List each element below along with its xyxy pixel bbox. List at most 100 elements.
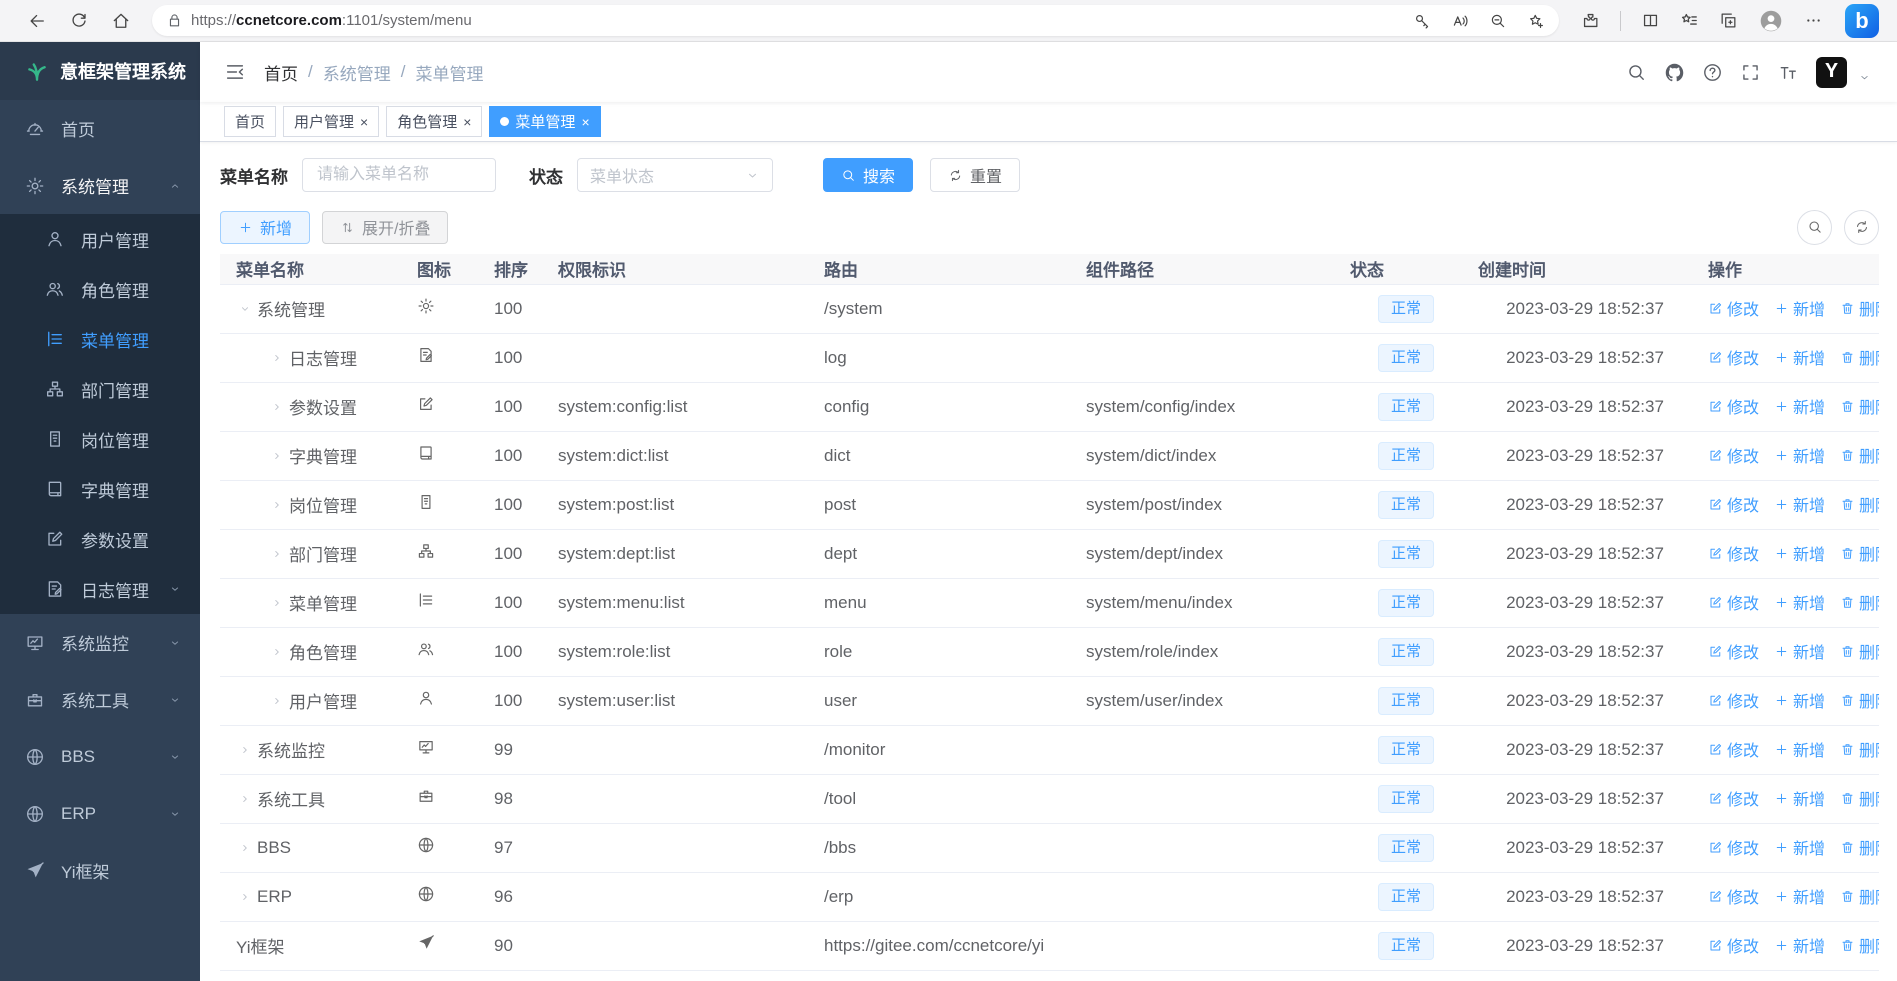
zoom-out-icon[interactable] (1489, 12, 1507, 30)
tree-expand-icon[interactable] (268, 498, 285, 512)
tab-菜单管理[interactable]: 菜单管理 × (489, 106, 601, 137)
url-text[interactable]: https://ccnetcore.com:1101/system/menu (191, 12, 472, 29)
delete-action[interactable]: 删除 (1840, 443, 1879, 467)
collapse-sidebar-icon[interactable] (224, 61, 246, 83)
edit-action[interactable]: 修改 (1708, 737, 1759, 761)
delete-action[interactable]: 删除 (1840, 737, 1879, 761)
tree-expand-icon[interactable] (236, 890, 253, 904)
delete-action[interactable]: 删除 (1840, 345, 1879, 369)
lock-icon[interactable] (166, 12, 183, 29)
tree-expand-icon[interactable] (268, 645, 285, 659)
add-action[interactable]: 新增 (1774, 884, 1825, 908)
help-icon[interactable] (1702, 62, 1723, 83)
edit-action[interactable]: 修改 (1708, 541, 1759, 565)
tree-expand-icon[interactable] (268, 449, 285, 463)
delete-action[interactable]: 删除 (1840, 541, 1879, 565)
delete-action[interactable]: 删除 (1840, 688, 1879, 712)
add-action[interactable]: 新增 (1774, 590, 1825, 614)
add-action[interactable]: 新增 (1774, 443, 1825, 467)
extensions-icon[interactable] (1581, 11, 1600, 30)
edit-action[interactable]: 修改 (1708, 933, 1759, 957)
delete-action[interactable]: 删除 (1840, 394, 1879, 418)
edit-action[interactable]: 修改 (1708, 296, 1759, 320)
refresh-table-icon[interactable] (1844, 209, 1879, 245)
sidebar-item-bbs[interactable]: BBS (0, 728, 200, 785)
add-action[interactable]: 新增 (1774, 688, 1825, 712)
fullscreen-icon[interactable] (1740, 62, 1761, 83)
tree-expand-icon[interactable] (236, 743, 253, 757)
tree-expand-icon[interactable] (236, 841, 253, 855)
add-action[interactable]: 新增 (1774, 835, 1825, 859)
favorites-icon[interactable] (1680, 11, 1699, 30)
add-button[interactable]: 新增 (220, 210, 311, 244)
edit-action[interactable]: 修改 (1708, 590, 1759, 614)
edit-action[interactable]: 修改 (1708, 835, 1759, 859)
edit-action[interactable]: 修改 (1708, 639, 1759, 663)
reload-icon[interactable] (62, 4, 96, 38)
browser-profile-avatar[interactable] (1758, 8, 1784, 34)
edit-action[interactable]: 修改 (1708, 884, 1759, 908)
sidebar-item-monitor[interactable]: 系统监控 (0, 614, 200, 671)
edit-action[interactable]: 修改 (1708, 492, 1759, 516)
close-icon[interactable]: × (360, 113, 369, 130)
read-aloud-icon[interactable] (1451, 12, 1469, 30)
font-size-icon[interactable] (1778, 62, 1799, 83)
sidebar-item-home[interactable]: 首页 (0, 100, 200, 157)
tree-expand-icon[interactable] (268, 694, 285, 708)
sidebar-item-post[interactable]: 岗位管理 (0, 414, 200, 464)
delete-action[interactable]: 删除 (1840, 296, 1879, 320)
add-action[interactable]: 新增 (1774, 394, 1825, 418)
expand-collapse-button[interactable]: 展开/折叠 (322, 210, 449, 244)
tree-expand-icon[interactable] (268, 596, 285, 610)
favorite-add-icon[interactable] (1527, 12, 1545, 30)
close-icon[interactable]: × (463, 113, 472, 130)
add-action[interactable]: 新增 (1774, 639, 1825, 663)
add-action[interactable]: 新增 (1774, 345, 1825, 369)
search-button[interactable]: 搜索 (823, 158, 914, 192)
bing-chat-icon[interactable]: b (1845, 3, 1879, 38)
show-search-icon[interactable] (1797, 209, 1832, 245)
sidebar-item-menu[interactable]: 菜单管理 (0, 314, 200, 364)
edit-action[interactable]: 修改 (1708, 688, 1759, 712)
address-bar[interactable]: https://ccnetcore.com:1101/system/menu (152, 5, 1559, 36)
delete-action[interactable]: 删除 (1840, 639, 1879, 663)
add-action[interactable]: 新增 (1774, 933, 1825, 957)
add-action[interactable]: 新增 (1774, 541, 1825, 565)
edit-action[interactable]: 修改 (1708, 786, 1759, 810)
close-icon[interactable]: × (581, 113, 590, 130)
edit-action[interactable]: 修改 (1708, 345, 1759, 369)
delete-action[interactable]: 删除 (1840, 492, 1879, 516)
add-action[interactable]: 新增 (1774, 737, 1825, 761)
delete-action[interactable]: 删除 (1840, 786, 1879, 810)
breadcrumb-item[interactable]: 首页 (264, 64, 298, 84)
delete-action[interactable]: 删除 (1840, 590, 1879, 614)
github-icon[interactable] (1664, 62, 1685, 83)
edit-action[interactable]: 修改 (1708, 443, 1759, 467)
search-icon[interactable] (1626, 62, 1647, 83)
sidebar-item-config[interactable]: 参数设置 (0, 514, 200, 564)
tree-collapse-icon[interactable] (236, 302, 253, 316)
delete-action[interactable]: 删除 (1840, 835, 1879, 859)
sidebar-item-yi[interactable]: Yi框架 (0, 842, 200, 899)
breadcrumb-item[interactable]: 菜单管理 (415, 64, 484, 84)
add-action[interactable]: 新增 (1774, 786, 1825, 810)
tree-expand-icon[interactable] (268, 400, 285, 414)
split-screen-icon[interactable] (1641, 11, 1660, 30)
home-icon[interactable] (104, 4, 138, 38)
sidebar-item-dept[interactable]: 部门管理 (0, 364, 200, 414)
browser-menu-icon[interactable] (1804, 11, 1823, 30)
sidebar-item-system[interactable]: 系统管理 (0, 157, 200, 214)
tab-角色管理[interactable]: 角色管理 × (386, 106, 483, 137)
collections-icon[interactable] (1719, 11, 1738, 30)
delete-action[interactable]: 删除 (1840, 933, 1879, 957)
tab-首页[interactable]: 首页 (224, 106, 277, 137)
app-logo[interactable]: 意框架管理系统 (0, 42, 200, 100)
status-select[interactable]: 菜单状态 (577, 158, 773, 192)
sidebar-item-user[interactable]: 用户管理 (0, 214, 200, 264)
sidebar-item-role[interactable]: 角色管理 (0, 264, 200, 314)
password-key-icon[interactable] (1413, 12, 1431, 30)
user-avatar[interactable]: Y (1816, 56, 1847, 88)
reset-button[interactable]: 重置 (930, 158, 1021, 192)
avatar-dropdown-caret-icon[interactable] (1858, 71, 1871, 84)
sidebar-item-erp[interactable]: ERP (0, 785, 200, 842)
